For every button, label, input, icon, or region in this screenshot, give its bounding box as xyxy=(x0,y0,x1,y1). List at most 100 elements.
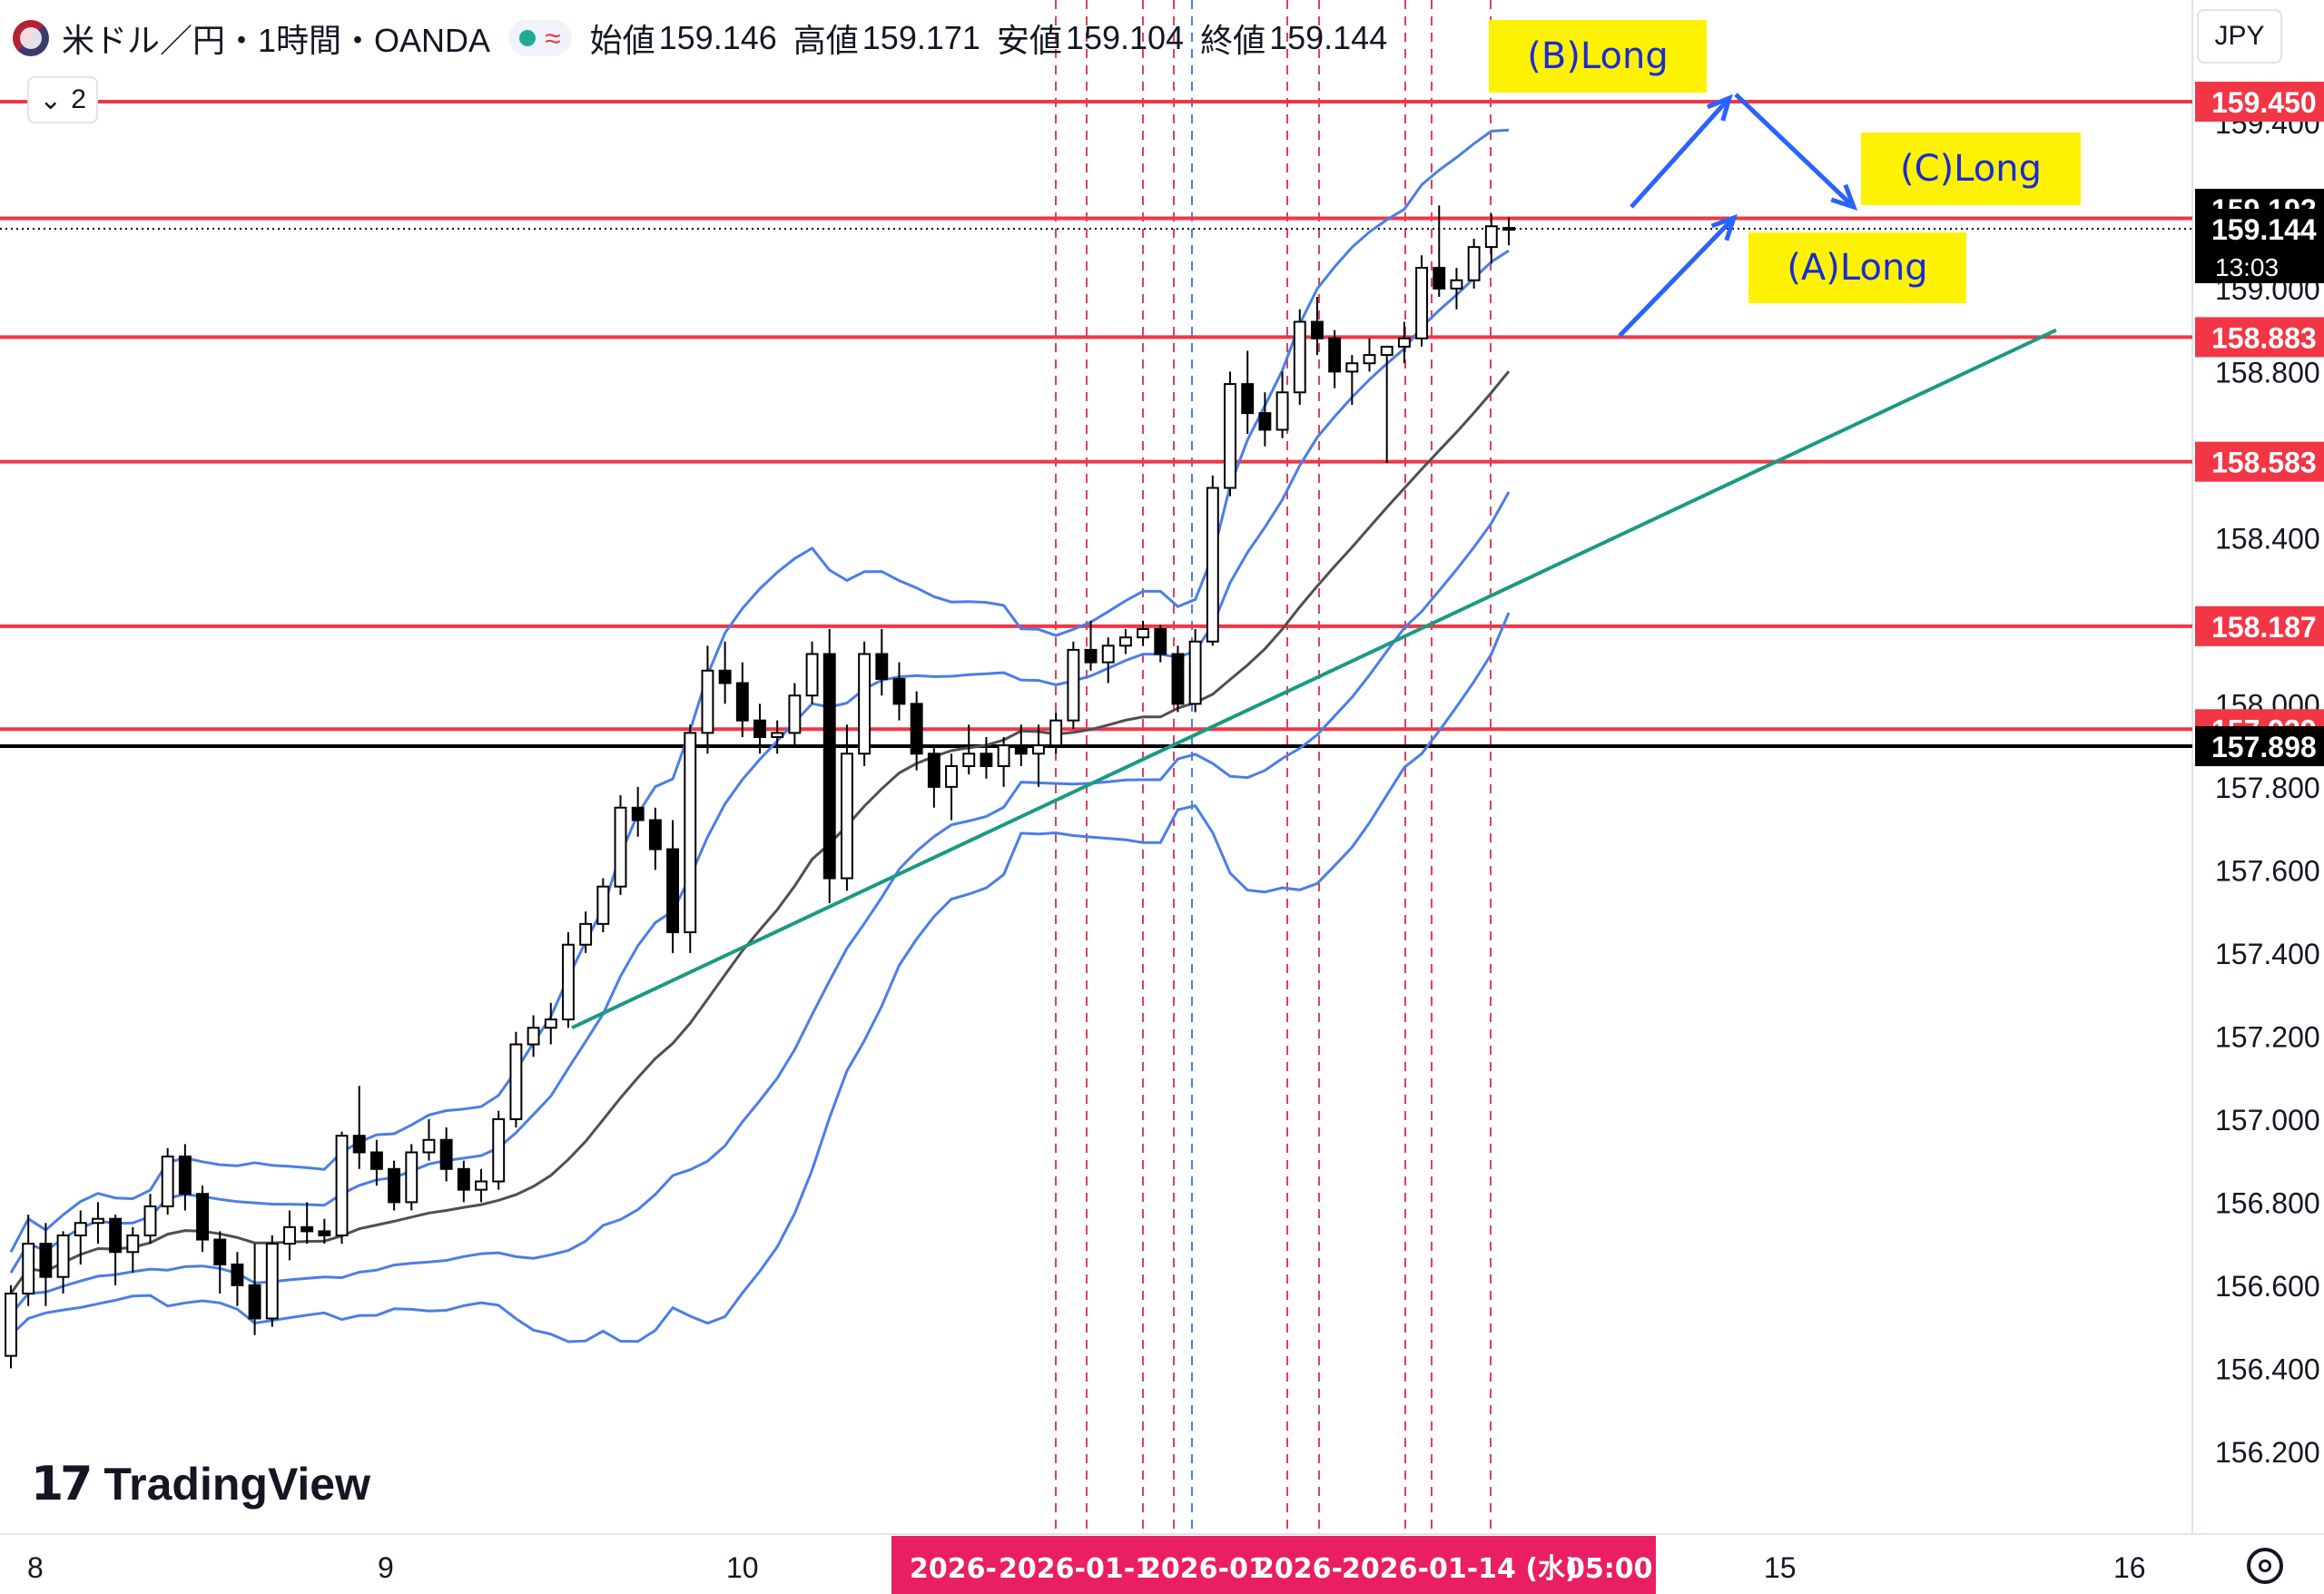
price-tick-label: 158.800 xyxy=(2215,356,2320,389)
price-level-tag-label: 159.144 xyxy=(2211,213,2317,246)
candle-body xyxy=(1188,640,1202,705)
arrow-to-c-head xyxy=(1830,183,1858,211)
candle-body xyxy=(980,753,993,768)
settings-gear-icon[interactable] xyxy=(2247,1548,2283,1584)
candle-body xyxy=(596,885,610,925)
candle-body xyxy=(805,653,819,697)
candle-body xyxy=(492,1117,506,1183)
candle-body xyxy=(1084,648,1098,664)
candle-body xyxy=(1206,487,1219,643)
candle-body xyxy=(735,682,749,722)
countdown-label: 13:03 xyxy=(2215,253,2279,281)
candle-body xyxy=(1032,744,1045,755)
chart-header: 米ドル／円・1時間・OANDA ≈ 始値 159.146 高値 159.171 … xyxy=(13,11,1403,65)
candle-body xyxy=(718,669,732,684)
time-range-label: 2026-01-1 xyxy=(999,1553,1154,1585)
candle-body xyxy=(962,753,976,768)
arrow-to-b-head xyxy=(1706,93,1733,122)
price-level-tag-bg xyxy=(2195,726,2324,767)
candle-body xyxy=(1067,648,1080,722)
candle-body xyxy=(822,653,836,880)
close-label: 終値 xyxy=(1200,22,1266,59)
wave-icon: ≈ xyxy=(545,22,561,54)
market-open-dot-icon xyxy=(519,30,537,46)
annotation-a-long[interactable]: (A)Long xyxy=(1748,232,1966,303)
tradingview-logo[interactable]: 17 TradingView xyxy=(31,1457,370,1511)
candle-body xyxy=(1224,383,1236,489)
price-tick-label: 157.000 xyxy=(2215,1104,2320,1136)
annotation-b-long[interactable]: (B)Long xyxy=(1489,20,1707,93)
candle-body xyxy=(1014,744,1028,755)
candle-body xyxy=(527,1027,540,1046)
indicators-toggle-button[interactable]: ⌄ 2 xyxy=(27,76,98,123)
candle-body xyxy=(579,922,593,946)
time-tick-label: 9 xyxy=(378,1551,394,1584)
candle-body xyxy=(1397,337,1411,348)
candle-body xyxy=(1467,246,1481,281)
candle-body xyxy=(1345,362,1359,373)
support-trend-line xyxy=(571,328,2057,1030)
time-range-label: 05:00 xyxy=(1566,1553,1653,1585)
bollinger-lower-2sd xyxy=(9,612,1511,1343)
candle-body xyxy=(892,677,906,705)
moving-average-line xyxy=(9,370,1511,1294)
price-tick-label: 156.400 xyxy=(2215,1353,2320,1385)
candle-body xyxy=(840,753,853,880)
candle-body xyxy=(335,1135,349,1236)
candle-body xyxy=(109,1217,123,1254)
arrow-to-c xyxy=(1734,93,1856,209)
candle-body xyxy=(927,753,940,788)
candle-body xyxy=(439,1138,453,1170)
candle-body xyxy=(352,1135,366,1154)
candle-body xyxy=(666,848,680,933)
price-level-tag-bg xyxy=(2195,208,2324,249)
candle-body xyxy=(283,1225,296,1245)
currency-button[interactable]: JPY xyxy=(2197,9,2282,64)
candle-body xyxy=(265,1243,279,1320)
candle-body xyxy=(1450,279,1463,290)
price-level-tag: 158.187 xyxy=(2195,605,2324,646)
arrow-to-b xyxy=(1630,96,1731,209)
candle-body xyxy=(753,719,766,738)
candle-body xyxy=(631,806,645,822)
price-level-tag-label: 158.883 xyxy=(2211,321,2317,354)
candle-body xyxy=(318,1230,331,1236)
price-level-tag-label: 158.187 xyxy=(2211,611,2317,644)
open-label: 始値 xyxy=(589,22,655,59)
time-tick-label: 15 xyxy=(1764,1551,1797,1584)
price-level-tag: 159.144 xyxy=(2195,208,2324,249)
candle-body xyxy=(771,732,784,738)
candle-body xyxy=(143,1205,157,1236)
symbol-title[interactable]: 米ドル／円・1時間・OANDA xyxy=(62,22,491,59)
price-level-tag: 158.883 xyxy=(2195,317,2324,358)
candle-body xyxy=(1275,391,1289,431)
price-level-tag-label: 158.583 xyxy=(2211,447,2317,479)
time-range-label: 2026-01-14 (水) xyxy=(1342,1553,1578,1585)
candle-body xyxy=(1293,320,1306,394)
annotation-c-long[interactable]: (C)Long xyxy=(1861,133,2081,205)
candle-body xyxy=(91,1217,104,1225)
candle-body xyxy=(997,744,1010,767)
candle-body xyxy=(858,653,872,755)
candle-body xyxy=(788,694,802,734)
candle-body xyxy=(945,765,958,788)
price-tick-label: 156.600 xyxy=(2215,1270,2320,1303)
price-tick-label: 157.800 xyxy=(2215,772,2320,804)
close-value: 159.144 xyxy=(1269,19,1388,56)
candle-body xyxy=(369,1151,383,1170)
market-status-badge[interactable]: ≈ xyxy=(508,20,572,56)
candle-body xyxy=(1154,628,1167,655)
candle-body xyxy=(1101,644,1115,664)
candle-body xyxy=(1433,267,1446,290)
chevron-down-icon: ⌄ xyxy=(39,84,63,115)
time-tick-label: 10 xyxy=(726,1551,759,1584)
candle-body xyxy=(161,1156,174,1207)
candle-body xyxy=(1363,354,1376,365)
candle-body xyxy=(5,1293,17,1357)
open-value: 159.146 xyxy=(658,19,777,56)
candle-body xyxy=(1415,267,1429,339)
candle-body xyxy=(1502,227,1515,231)
candle-body xyxy=(22,1243,35,1295)
